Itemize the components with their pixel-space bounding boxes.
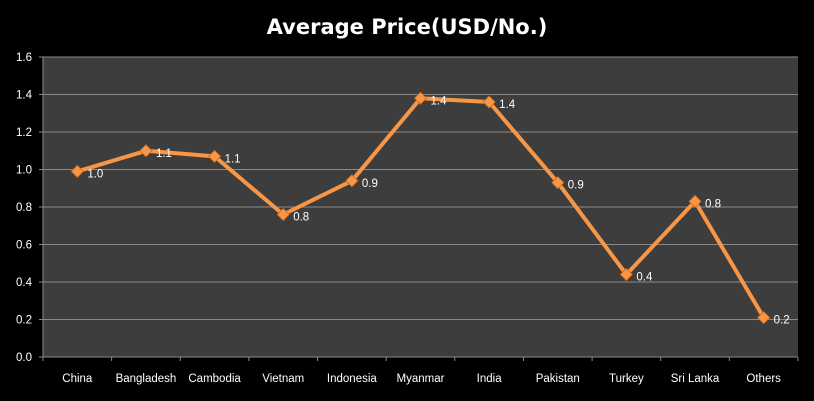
y-tick-label: 1.2 xyxy=(16,127,32,139)
data-point-marker xyxy=(70,164,84,178)
y-tick-label: 1.6 xyxy=(16,52,32,64)
y-tick-label: 1.0 xyxy=(16,165,32,177)
x-tick-label: Vietnam xyxy=(262,373,304,385)
x-tick-label: Sri Lanka xyxy=(671,373,720,385)
data-label: 0.4 xyxy=(636,272,653,284)
data-point-marker xyxy=(276,207,290,222)
data-label: 1.4 xyxy=(499,99,516,111)
x-tick-label: Myanmar xyxy=(397,373,445,385)
data-point-marker xyxy=(688,194,702,208)
x-tick-label: Cambodia xyxy=(188,373,241,385)
data-label: 1.0 xyxy=(87,168,103,180)
data-point-marker xyxy=(482,95,496,109)
x-tick-label: Bangladesh xyxy=(116,373,177,385)
y-tick-label: 1.4 xyxy=(16,90,33,102)
data-label: 1.1 xyxy=(156,148,172,160)
data-point-marker xyxy=(551,176,565,190)
data-label: 0.2 xyxy=(774,315,790,327)
y-tick-label: 0.0 xyxy=(16,352,32,364)
series-group xyxy=(70,91,771,325)
x-tick-label: Indonesia xyxy=(327,373,377,385)
data-label: 0.9 xyxy=(362,178,378,190)
data-label: 0.9 xyxy=(568,180,584,192)
y-tick-label: 0.8 xyxy=(16,202,32,214)
data-label: 0.8 xyxy=(705,198,721,210)
x-tick-label: Turkey xyxy=(609,373,644,385)
data-label: 1.1 xyxy=(225,153,241,165)
y-tick-label: 0.4 xyxy=(16,277,33,289)
data-point-marker xyxy=(345,174,359,188)
chart-title: Average Price(USD/No.) xyxy=(267,15,548,39)
x-tick-label: Pakistan xyxy=(536,373,580,385)
data-point-marker xyxy=(208,149,222,163)
data-label: 1.4 xyxy=(431,95,448,107)
y-axis-ticks: 0.0 0.2 0.4 0.6 0.8 1.0 1.2 1.4 1.6 xyxy=(16,52,33,364)
x-axis-ticks: China Bangladesh Cambodia Vietnam Indonesia M… xyxy=(62,373,781,385)
x-tick-label: Others xyxy=(746,373,781,385)
y-tick-label: 0.6 xyxy=(16,240,32,252)
data-point-marker xyxy=(139,144,153,158)
data-labels: 1.0 1.1 1.1 0.8 0.9 1.4 1.4 0.9 0.4 0.8 0.2 xyxy=(87,95,789,326)
axes xyxy=(39,56,799,361)
x-tick-label: China xyxy=(62,373,93,385)
y-tick-label: 0.2 xyxy=(16,315,32,327)
data-point-marker xyxy=(413,91,428,105)
data-point-marker xyxy=(619,267,633,282)
x-tick-label: India xyxy=(477,373,503,385)
data-label: 0.8 xyxy=(293,212,309,224)
data-point-marker xyxy=(757,311,771,325)
